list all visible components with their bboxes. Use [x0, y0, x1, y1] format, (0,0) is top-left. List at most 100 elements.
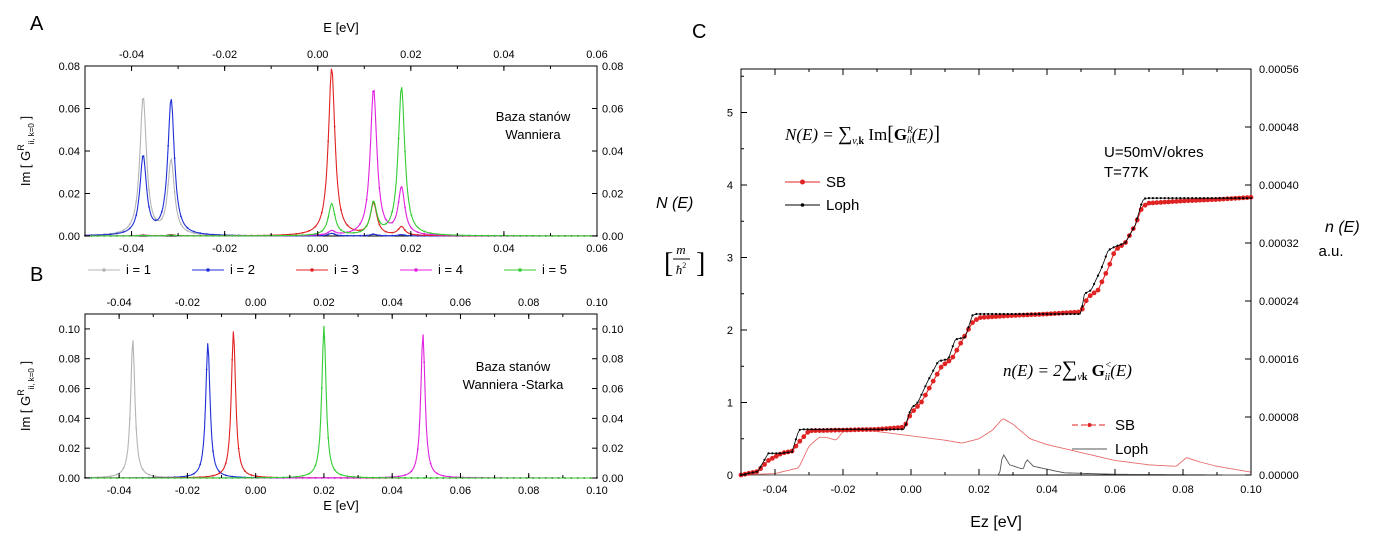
x-tick-label: 0.10 — [586, 485, 607, 497]
data-point — [154, 477, 157, 479]
data-point — [167, 144, 170, 147]
data-point — [930, 378, 936, 384]
data-point — [404, 229, 406, 232]
data-point — [340, 473, 342, 476]
data-point — [192, 235, 195, 237]
data-point — [359, 476, 362, 479]
data-point — [1166, 199, 1171, 205]
data-point — [397, 137, 400, 140]
data-point — [924, 385, 927, 388]
data-point — [1222, 197, 1225, 200]
series-markers-b-5 — [84, 387, 598, 479]
legend-label-5: i = 5 — [542, 262, 567, 277]
data-point — [974, 317, 979, 322]
data-point — [186, 235, 189, 237]
data-point — [333, 477, 336, 479]
data-point — [538, 234, 541, 237]
data-point — [544, 477, 547, 479]
data-point — [173, 191, 176, 193]
data-point — [180, 223, 182, 226]
data-point — [797, 438, 803, 444]
data-point — [231, 359, 234, 361]
data-point — [487, 234, 490, 237]
data-point — [853, 428, 856, 431]
series-line-c-n-loph — [741, 454, 1251, 476]
y-tick-label-right: 0.08 — [602, 354, 623, 366]
data-point — [920, 393, 923, 396]
data-point — [340, 208, 342, 211]
data-point — [359, 230, 362, 233]
data-point — [474, 477, 477, 479]
y-tick-label-right: 0.06 — [602, 104, 623, 116]
series-line-b-5 — [85, 325, 597, 479]
data-point — [869, 428, 872, 431]
data-point — [167, 183, 170, 186]
data-point — [951, 345, 954, 348]
x-tick-label: 0.08 — [1172, 484, 1193, 496]
data-point — [436, 477, 438, 479]
x-tick-label-top: 0.04 — [381, 297, 402, 309]
data-point — [889, 428, 892, 431]
data-point — [224, 235, 227, 237]
data-point — [224, 474, 227, 477]
data-point — [218, 477, 221, 479]
data-point — [423, 361, 426, 364]
data-point — [1155, 197, 1158, 200]
data-point — [199, 235, 202, 237]
data-point — [397, 201, 400, 204]
data-point — [167, 234, 170, 237]
y-tick-label-right: 0.00032 — [1259, 238, 1299, 250]
series-markers-b-1 — [84, 418, 598, 479]
data-point — [288, 234, 291, 237]
data-point — [480, 477, 483, 479]
data-point — [885, 428, 888, 431]
legend-marker-3 — [310, 268, 314, 272]
data-point — [109, 235, 112, 237]
x-tick-label: 0.06 — [450, 485, 471, 497]
data-point — [1185, 198, 1191, 204]
data-point — [224, 462, 227, 465]
data-point — [327, 477, 330, 479]
panel-letter-c: C — [692, 21, 706, 43]
y-tick-label: 0.04 — [59, 146, 80, 158]
data-point — [218, 235, 221, 237]
data-point — [1249, 197, 1253, 200]
data-point — [128, 227, 131, 230]
data-point — [410, 214, 413, 217]
data-point — [327, 140, 330, 143]
data-point — [506, 477, 509, 479]
x-tick-label: 0.06 — [1104, 484, 1125, 496]
data-point — [320, 233, 323, 236]
data-point — [985, 314, 991, 320]
data-point — [779, 452, 782, 455]
data-point — [301, 231, 304, 234]
x-tick-label: 0.00 — [900, 484, 921, 496]
data-point — [1191, 197, 1194, 200]
data-point — [122, 477, 125, 479]
data-point — [512, 477, 515, 479]
data-point — [340, 232, 342, 234]
y-tick-label-right: 0.00016 — [1259, 354, 1299, 366]
data-point — [154, 219, 157, 222]
data-point — [1073, 312, 1076, 316]
data-point — [915, 404, 920, 409]
data-point — [751, 471, 754, 474]
data-point — [109, 477, 112, 479]
x-tick-label-top: -0.02 — [175, 297, 200, 309]
data-point — [538, 477, 541, 479]
legend-marker-1 — [102, 268, 106, 272]
data-point — [244, 476, 246, 479]
x-tick-label: 0.02 — [968, 484, 989, 496]
x-tick-label: -0.04 — [107, 485, 132, 497]
data-point — [1077, 312, 1080, 316]
x-tick-label-top: 0.10 — [586, 297, 607, 309]
data-point — [1091, 290, 1097, 296]
data-point — [256, 475, 259, 478]
data-point — [301, 234, 304, 237]
data-point — [994, 312, 998, 316]
data-point — [173, 477, 176, 479]
data-point — [122, 229, 125, 232]
data-point — [1146, 200, 1152, 206]
data-point — [116, 473, 118, 476]
data-point — [295, 475, 298, 478]
